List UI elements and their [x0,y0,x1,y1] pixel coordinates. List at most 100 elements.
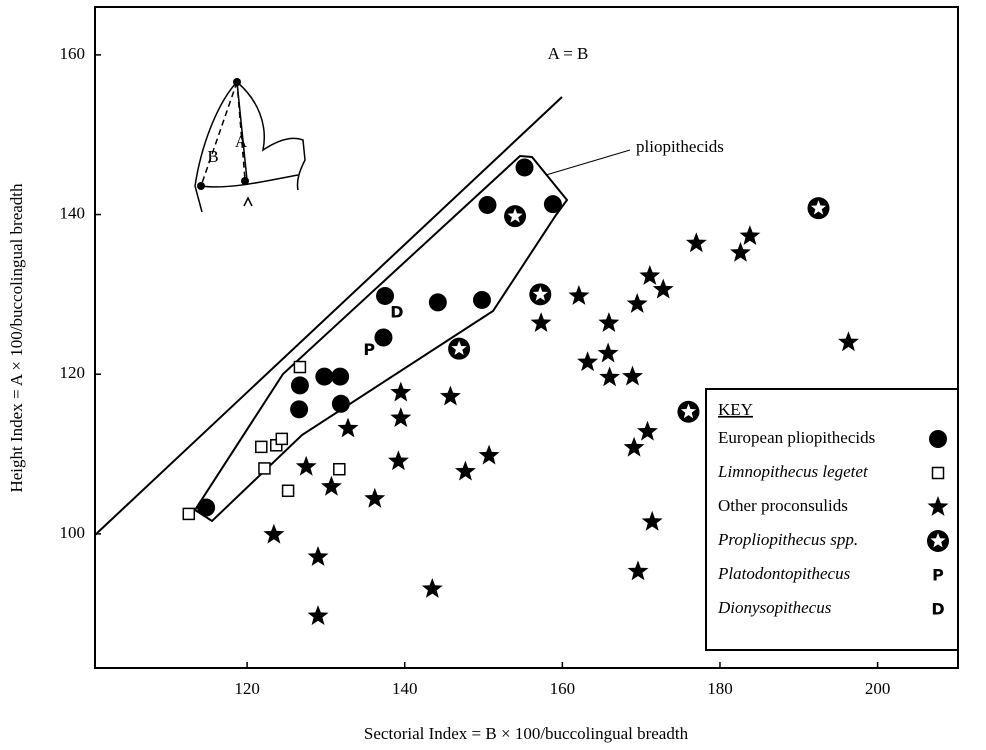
star-marker [626,293,648,313]
marker [478,195,497,214]
legend-title: KEY [718,400,753,419]
star-marker [321,475,342,496]
marker [307,605,329,625]
star-marker [388,450,409,471]
square-marker [293,360,307,374]
equality-line [94,96,563,536]
star-marker [307,605,329,625]
marker: D [931,600,944,619]
marker [599,366,621,387]
marker [440,385,461,406]
hull-pointer [545,149,631,176]
marker [927,530,949,552]
legend-label: European pliopithecids [718,428,875,447]
marker [337,417,359,438]
marker [577,351,598,372]
marker [315,367,334,386]
hull-label: pliopithecids [636,137,724,156]
star-marker [730,241,751,262]
marker [455,460,476,481]
letter-marker: D [390,302,403,321]
marker [927,496,949,516]
star-marker [295,455,317,476]
star-marker [641,510,663,531]
square-marker [333,462,346,476]
marker [255,440,268,454]
circle-marker [478,195,497,214]
marker [598,312,620,332]
star-marker [838,331,859,352]
circle-marker [290,376,309,395]
marker [331,394,350,413]
tooth-point-a [241,177,249,185]
marker [472,290,491,309]
legend-label: Propliopithecus spp. [717,530,858,549]
legend: KEY European pliopithecids Limnopithecus l… [705,388,959,651]
legend-label: Dionysopithecus [717,598,832,617]
legend-label: Platodontopithecus [717,564,851,583]
marker [478,444,500,465]
marker: P [363,340,375,359]
x-tick-label: 200 [865,679,891,698]
marker [182,507,196,521]
square-marker [275,432,289,446]
star-marker [597,342,619,363]
marker [568,285,590,305]
star-marker [637,420,658,441]
star-marker [627,560,649,581]
square-marker [931,466,945,480]
marker: D [390,302,403,321]
marker [543,195,562,214]
star-marker [639,265,661,285]
square-marker [255,440,268,454]
marker [504,205,527,228]
x-tick-label: 120 [234,679,260,698]
marker: P [932,566,944,585]
star-marker [390,381,412,402]
star-marker [421,578,443,598]
legend-box [705,388,959,651]
star-marker [622,365,643,386]
marker [641,510,663,531]
x-tick-label: 160 [550,679,576,698]
marker [652,278,674,299]
marker [730,241,751,262]
marker [807,197,830,220]
marker [197,498,216,517]
marker [281,484,295,498]
star-marker [577,351,598,372]
letter-marker: P [363,340,375,359]
plot-frame [94,6,959,669]
square-marker [182,507,196,521]
pliopithecid-hull [193,154,569,523]
x-tick-label: 180 [707,679,733,698]
marker [529,283,552,306]
star-marker [337,417,359,438]
circle-marker [543,195,562,214]
star-marker [364,487,386,508]
circle-marker [331,367,350,386]
marker [448,337,471,360]
x-tick-label: 140 [392,679,418,698]
marker [530,312,552,332]
marker [293,360,307,374]
circle-marker [290,400,309,419]
star-marker [739,225,761,245]
y-axis-label: Height Index = A × 100/buccolingual brea… [7,183,26,493]
star-marker [927,496,949,516]
inset-label-a: A [235,132,248,151]
a-line [236,81,246,181]
tooth-caret [243,196,253,207]
x-axis-label: Sectorial Index = B × 100/buccolingual b… [364,724,689,743]
marker [374,328,393,347]
circle-marker [331,394,350,413]
square-marker [281,484,295,498]
star-marker [598,312,620,332]
square-marker [258,462,271,475]
tooth-outline [194,81,306,213]
marker [388,450,409,471]
marker [677,400,700,423]
star-inner [532,286,548,301]
y-tick-label: 100 [60,523,86,542]
b-line [200,81,238,187]
